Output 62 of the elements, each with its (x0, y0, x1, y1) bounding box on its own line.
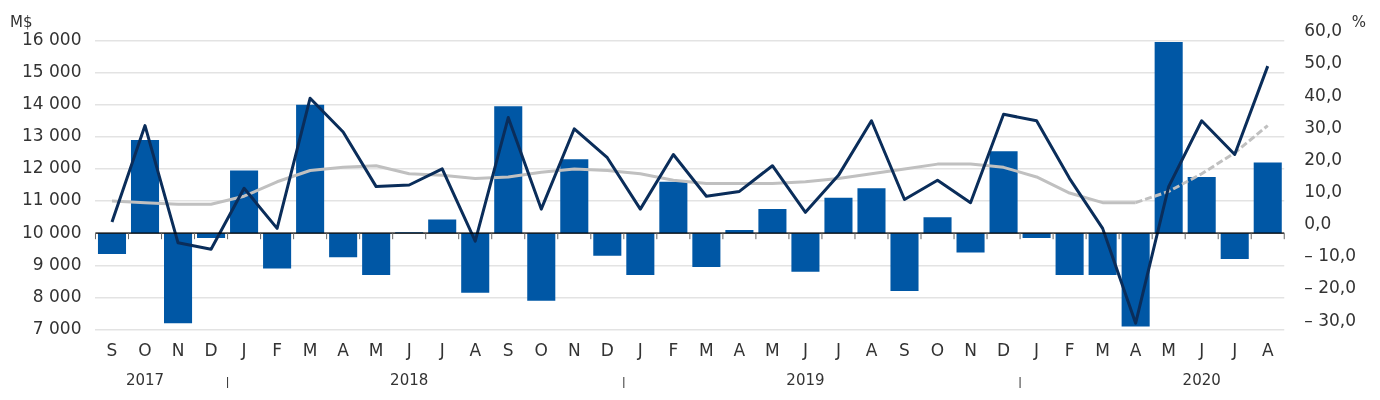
y-tick-label: 16 000 (22, 28, 82, 49)
x-tick-label: S (899, 340, 910, 361)
x-tick-label: O (138, 340, 152, 361)
x-tick-label: D (997, 340, 1011, 361)
text: 2018 (390, 371, 429, 390)
text: 2017 (125, 371, 165, 390)
y2-tick-label: 60,0 (1304, 20, 1343, 41)
text: 2019 (786, 371, 825, 390)
y-tick-label: 14 000 (22, 93, 82, 114)
y2-tick-label: 30,0 (1304, 116, 1343, 137)
y-tick-label: 7 000 (32, 318, 82, 339)
x-tick-label: D (204, 340, 218, 361)
x-tick-label: F (668, 340, 679, 361)
y2-tick-label: – 30,0 (1304, 309, 1357, 330)
y-axis-title: M$ (10, 12, 33, 31)
x-tick-label: J (1198, 340, 1205, 361)
x-tick-label: A (865, 340, 878, 361)
x-tick-label: F (272, 340, 282, 361)
x-tick-label: N (964, 340, 977, 361)
x-tick-label: J (636, 340, 643, 361)
x-tick-label: M (302, 340, 318, 361)
y2-tick-label: 50,0 (1304, 52, 1343, 73)
x-tick-label: A (469, 340, 482, 361)
y-tick-label: 11 000 (22, 189, 82, 210)
x-tick-label: J (240, 340, 247, 361)
x-tick-label: N (567, 340, 581, 361)
y-tick-label: 10 000 (22, 221, 82, 242)
x-tick-label: J (1033, 340, 1040, 361)
x-tick-label: M (1161, 340, 1177, 361)
x-tick-label: J (834, 340, 841, 361)
x-tick-label: A (337, 340, 350, 361)
x-tick-label: M (368, 340, 384, 361)
x-tick-label: F (1064, 340, 1075, 361)
x-tick-label: M (699, 340, 714, 361)
x-tick-label: N (171, 340, 185, 361)
y-tick-label: 13 000 (22, 125, 82, 146)
y-tick-label: 12 000 (22, 157, 82, 178)
y2-tick-label: 40,0 (1304, 84, 1343, 105)
x-tick-label: J (1231, 340, 1238, 361)
text: 2020 (1182, 371, 1221, 390)
x-tick-label: S (106, 340, 118, 361)
x-tick-label: J (801, 340, 808, 361)
y2-tick-label: – 10,0 (1304, 245, 1357, 266)
x-tick-label: O (534, 340, 548, 361)
x-tick-label: A (1261, 340, 1274, 361)
x-tick-label: S (502, 340, 514, 361)
x-tick-label: M (765, 340, 780, 361)
y-tick-label: 8 000 (32, 285, 82, 306)
x-tick-label: O (930, 340, 945, 361)
x-tick-label: J (405, 340, 412, 361)
x-tick-label: M (1095, 340, 1110, 361)
y2-tick-label: – 20,0 (1304, 277, 1357, 298)
y2-tick-label: 20,0 (1304, 148, 1343, 169)
x-tick-label: A (1129, 340, 1142, 361)
x-tick-label: J (438, 340, 445, 361)
x-tick-label: D (600, 340, 614, 361)
y2-tick-label: 0,0 (1304, 213, 1332, 234)
x-tick-label: A (733, 340, 746, 361)
y-tick-label: 15 000 (22, 60, 82, 81)
y2-tick-label: 10,0 (1304, 180, 1343, 201)
y-tick-label: 9 000 (32, 253, 82, 274)
y2-axis-title: % (1351, 12, 1366, 31)
